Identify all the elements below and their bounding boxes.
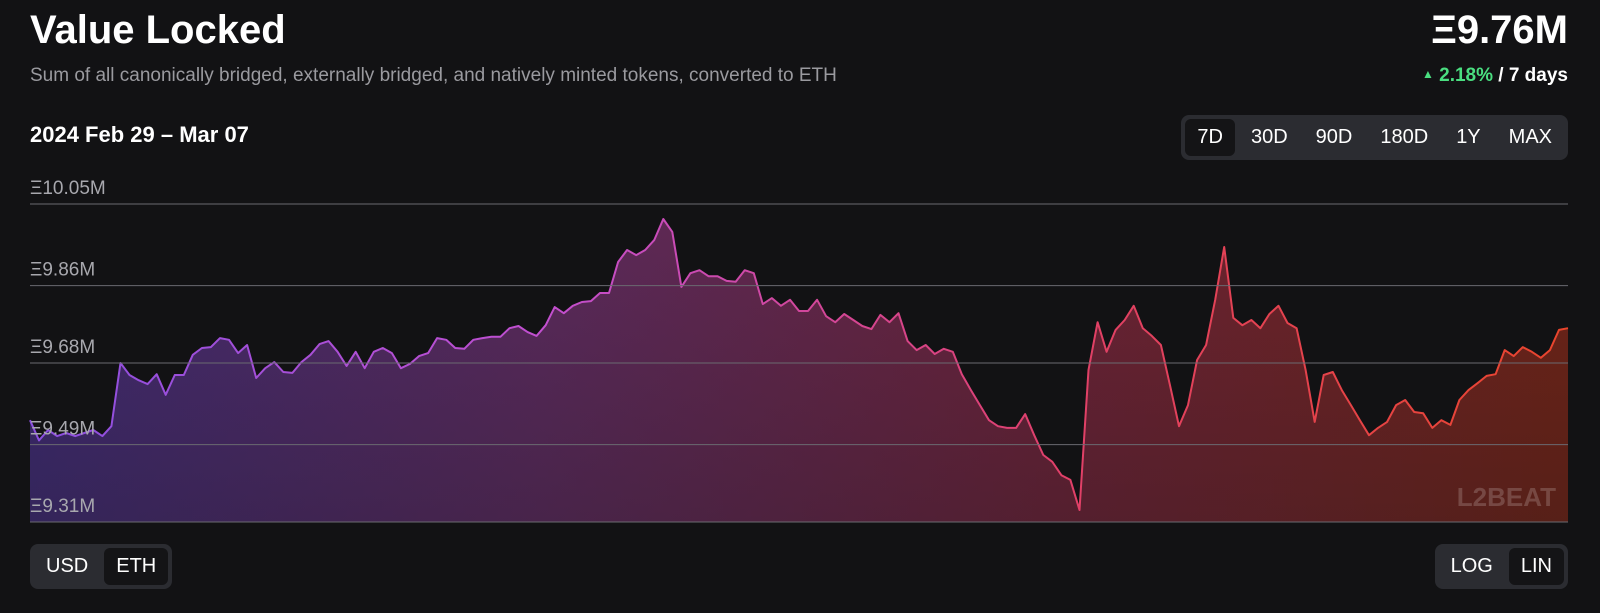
toggle-button[interactable]: 180D — [1380, 126, 1429, 148]
date-range: 2024 Feb 29 – Mar 07 — [30, 122, 249, 147]
toggle-button[interactable]: 7D — [1185, 119, 1235, 156]
total-value: Ξ9.76M — [1431, 8, 1568, 52]
y-tick-label: Ξ10.05M — [30, 178, 106, 199]
line — [29, 218, 1569, 511]
y-tick-label: Ξ9.49M — [30, 419, 95, 440]
up-icon: ▲ — [1421, 67, 1434, 81]
y-tick-label: Ξ9.68M — [30, 337, 95, 358]
range-buttons: 7D 30D 90D 180D 1Y MAX — [1181, 115, 1568, 160]
scale-toggle: LOG LIN — [1434, 544, 1568, 589]
y-tick-label: Ξ9.86M — [30, 260, 95, 281]
toggle-button[interactable]: MAX — [1508, 126, 1552, 148]
toggle-button[interactable]: 1Y — [1456, 126, 1481, 148]
title: Value Locked — [30, 8, 286, 52]
y-tick-label: Ξ9.31M — [30, 496, 95, 517]
toggle-button[interactable]: 30D — [1250, 126, 1288, 148]
change: 2.18% — [1439, 65, 1493, 86]
unit-toggle: USD ETH — [30, 544, 173, 589]
change-period: / 7 days — [1498, 65, 1568, 86]
toggle-button[interactable]: ETH — [104, 548, 169, 585]
toggle-button[interactable]: LOG — [1450, 555, 1493, 577]
toggle-button[interactable]: LIN — [1508, 548, 1564, 585]
subtitle: Sum of all canonically bridged, external… — [30, 65, 837, 86]
area-fade — [30, 219, 1568, 522]
toggle-button[interactable]: 90D — [1315, 126, 1353, 148]
watermark: L2BEAT — [1457, 482, 1556, 512]
toggle-button[interactable]: USD — [46, 555, 89, 577]
change-row: ▲ 2.18% / 7 days — [1422, 65, 1568, 87]
